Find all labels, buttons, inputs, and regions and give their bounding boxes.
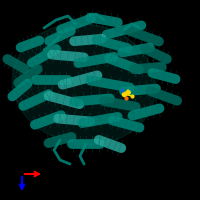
Ellipse shape xyxy=(12,24,156,144)
